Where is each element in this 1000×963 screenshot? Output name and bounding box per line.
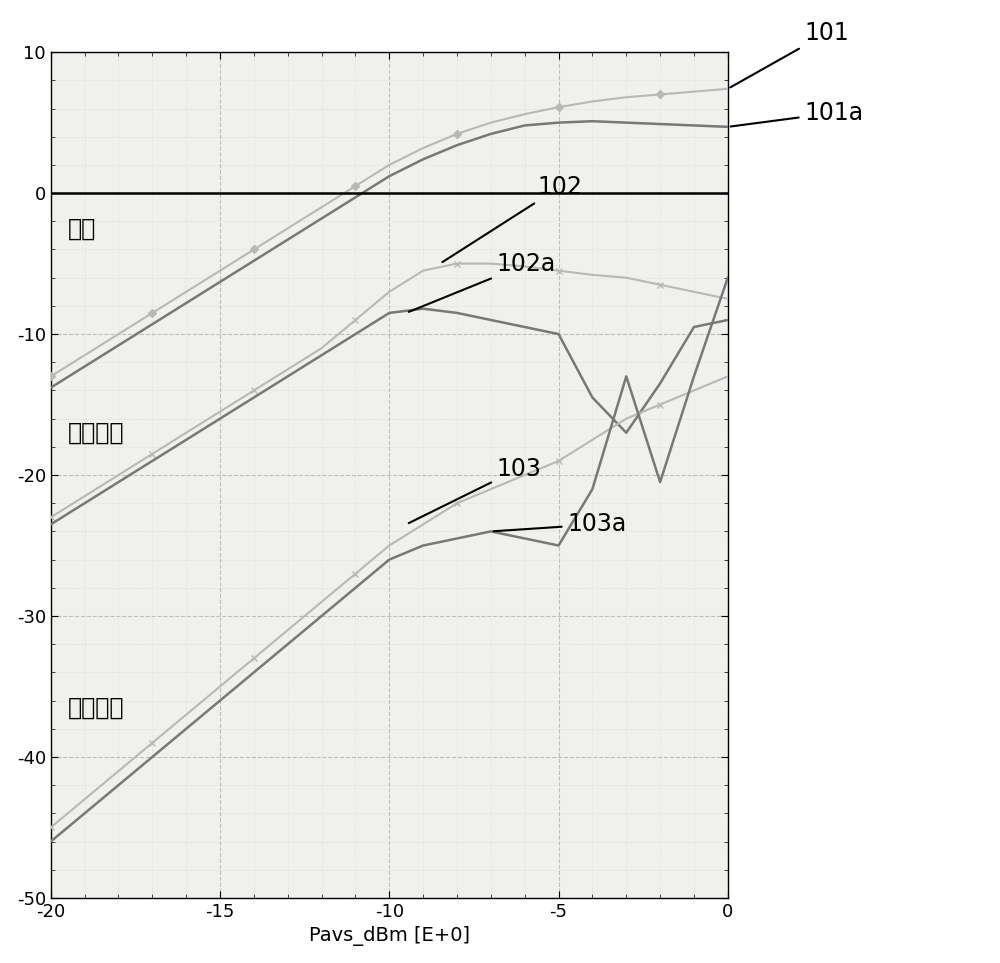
Text: 二次谐波: 二次谐波 — [68, 421, 124, 445]
Text: 103: 103 — [409, 456, 541, 523]
X-axis label: Pavs_dBm [E+0]: Pavs_dBm [E+0] — [309, 926, 470, 947]
Text: 基波: 基波 — [68, 217, 96, 241]
Text: 三次谐波: 三次谐波 — [68, 695, 124, 719]
Text: 101: 101 — [730, 21, 849, 88]
Text: 102a: 102a — [409, 252, 556, 312]
Text: 103a: 103a — [494, 512, 626, 536]
Text: 102: 102 — [442, 175, 582, 262]
Text: 101a: 101a — [731, 101, 863, 126]
